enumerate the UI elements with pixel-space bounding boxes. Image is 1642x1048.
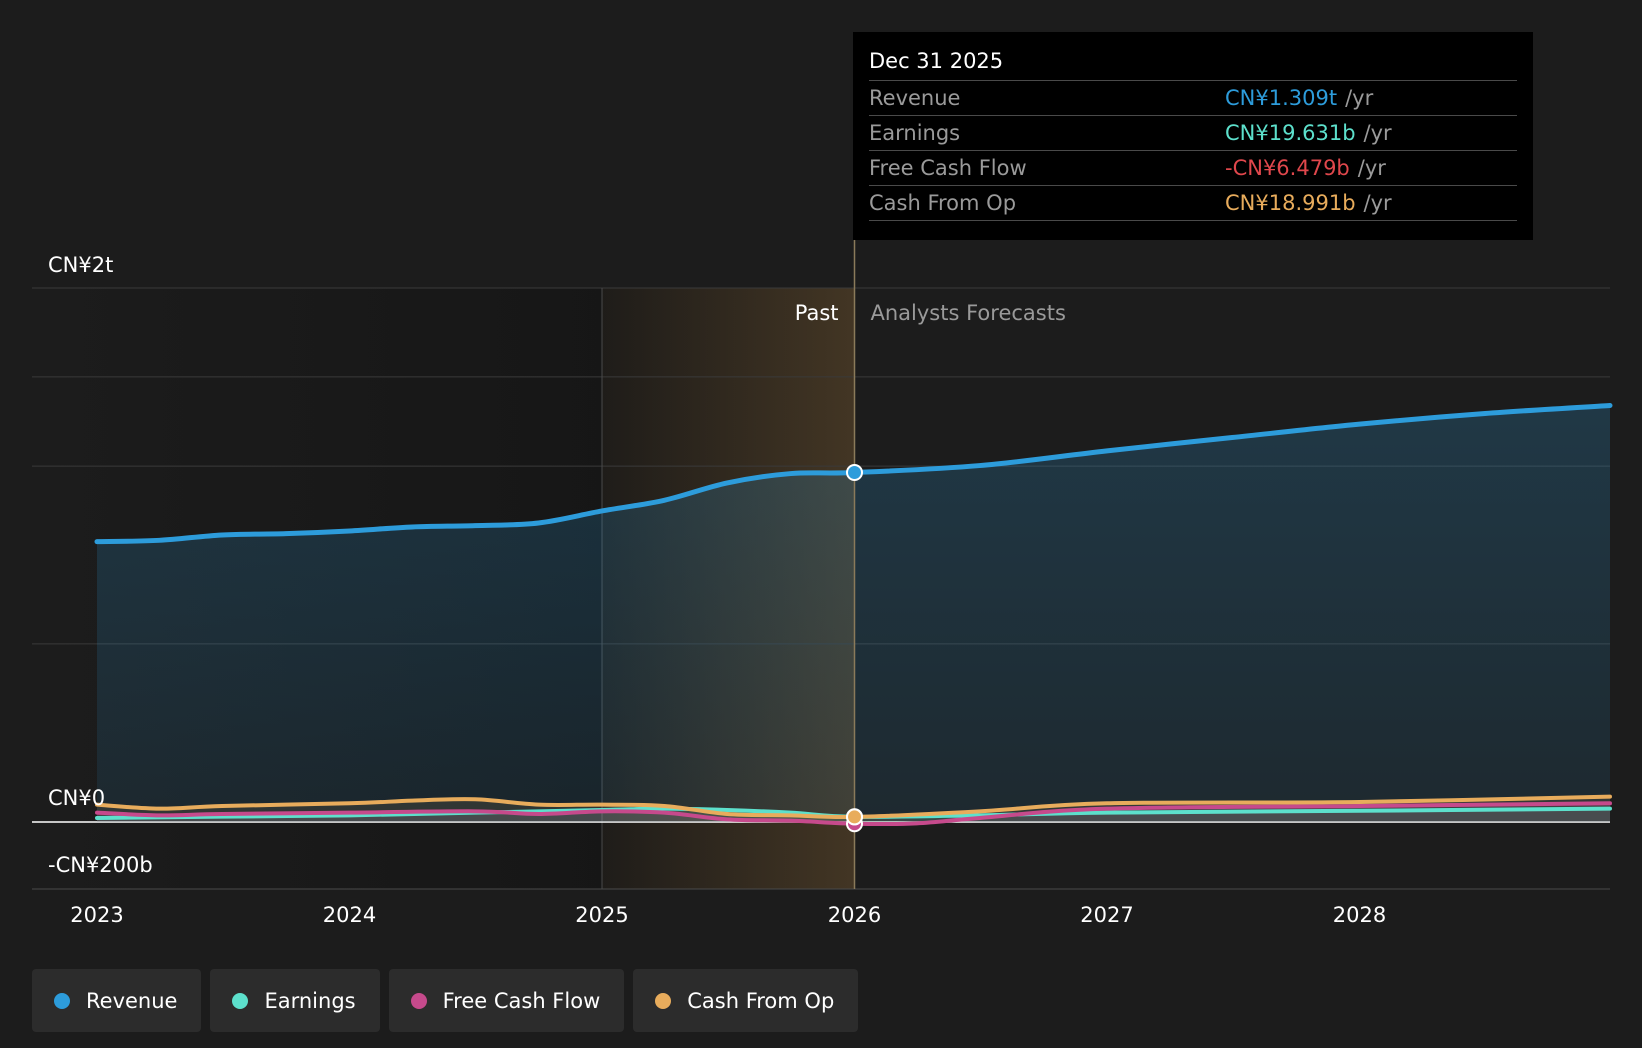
- tooltip-label: Earnings: [869, 121, 961, 145]
- marker-cash-from-op: [846, 808, 863, 826]
- tooltip-unit: /yr: [1345, 86, 1374, 110]
- legend-label: Free Cash Flow: [442, 988, 601, 1013]
- marker-revenue: [846, 463, 863, 481]
- legend-item-revenue[interactable]: Revenue: [32, 969, 202, 1032]
- tooltip-value: CN¥19.631b: [1225, 121, 1356, 145]
- tooltip-row-earnings: Earnings CN¥19.631b /yr: [869, 115, 1517, 150]
- x-tick-label: 2026: [828, 903, 881, 927]
- x-tick-label: 2023: [70, 903, 123, 927]
- forecast-label: Analysts Forecasts: [871, 301, 1066, 325]
- legend-label: Revenue: [86, 988, 178, 1013]
- tooltip-row-free-cash-flow: Free Cash Flow -CN¥6.479b /yr: [869, 150, 1517, 185]
- y-tick-label: CN¥0: [48, 786, 105, 810]
- x-tick-label: 2024: [323, 903, 376, 927]
- legend-label: Earnings: [264, 988, 356, 1013]
- legend-label: Cash From Op: [687, 988, 835, 1013]
- legend-dot-icon: [54, 992, 70, 1009]
- chart-tooltip: Dec 31 2025 Revenue CN¥1.309t /yr Earnin…: [853, 32, 1533, 240]
- tooltip-unit: /yr: [1363, 191, 1392, 215]
- tooltip-value: CN¥1.309t: [1225, 86, 1338, 110]
- x-tick-label: 2025: [575, 903, 628, 927]
- line-revenue: [94, 402, 1613, 545]
- legend-item-free-cash-flow[interactable]: Free Cash Flow: [388, 969, 625, 1032]
- legend-dot-icon: [655, 992, 672, 1009]
- tooltip-unit: /yr: [1363, 121, 1392, 145]
- legend-item-earnings[interactable]: Earnings: [210, 969, 380, 1032]
- y-tick-label: CN¥2t: [48, 253, 113, 277]
- tooltip-date: Dec 31 2025: [869, 49, 1004, 73]
- line-free-cash-flow: [95, 801, 1612, 827]
- tooltip-value: CN¥18.991b: [1225, 191, 1356, 215]
- x-tick-label: 2027: [1080, 903, 1133, 927]
- tooltip-row-revenue: Revenue CN¥1.309t /yr: [869, 80, 1517, 115]
- legend-dot-icon: [410, 992, 427, 1009]
- tooltip-row-cash-from-op: Cash From Op CN¥18.991b /yr: [869, 185, 1517, 221]
- chart-legend: Revenue Earnings Free Cash Flow Cash Fro…: [32, 969, 859, 1032]
- tooltip-label: Revenue: [869, 86, 961, 110]
- tooltip-label: Cash From Op: [869, 191, 1017, 215]
- past-label: Past: [795, 301, 839, 325]
- tooltip-unit: /yr: [1357, 156, 1386, 180]
- line-earnings: [95, 806, 1612, 820]
- y-tick-label: -CN¥200b: [48, 853, 153, 877]
- area-revenue: [97, 405, 1610, 822]
- tooltip-value: -CN¥6.479b: [1225, 156, 1350, 180]
- line-cash-from-op: [95, 794, 1612, 820]
- legend-dot-icon: [232, 992, 249, 1009]
- x-tick-label: 2028: [1333, 903, 1386, 927]
- legend-item-cash-from-op[interactable]: Cash From Op: [633, 969, 859, 1032]
- tooltip-label: Free Cash Flow: [869, 156, 1027, 180]
